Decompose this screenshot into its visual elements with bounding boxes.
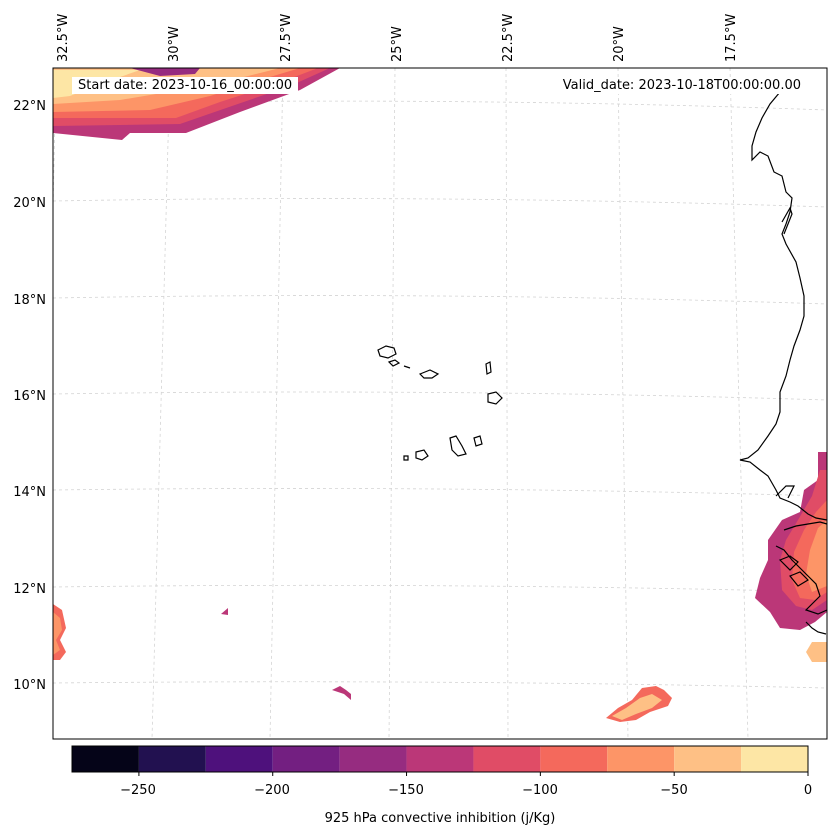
lon-label: 25°W — [390, 26, 405, 62]
longitude-labels: 32.5°W 30°W 27.5°W 25°W 22.5°W 20°W 17.5… — [56, 14, 739, 62]
lon-label: 32.5°W — [56, 14, 71, 62]
parallel-10n — [52, 681, 828, 689]
cape-verde-islands — [377, 345, 503, 461]
meridian-22-5w — [505, 67, 509, 740]
lat-label: 18°N — [13, 293, 46, 308]
parallel-14n — [52, 488, 828, 497]
lon-label: 20°W — [612, 26, 627, 62]
guinea-coast — [805, 621, 827, 635]
coast-detail-2 — [778, 555, 799, 571]
colorbar-label: 925 hPa convective inhibition (j/Kg) — [325, 811, 556, 826]
parallel-18n — [52, 295, 828, 305]
island-boa-vista — [487, 391, 503, 405]
lat-label: 22°N — [13, 99, 46, 114]
lon-label: 22.5°W — [501, 14, 516, 62]
island-sao-nicolau — [418, 369, 440, 379]
colorbar-ticks — [138, 772, 809, 776]
parallel-16n — [52, 391, 828, 401]
valid-date-label: Valid_date: 2023-10-18T00:00:00.00 — [556, 77, 807, 94]
parallel-12n — [52, 584, 828, 593]
coast-detail-1 — [775, 485, 795, 499]
island-sao-vicente — [387, 359, 401, 367]
coastlines — [739, 77, 828, 635]
colorbar-tick-labels: −250 −200 −150 −100 −50 0 — [120, 783, 812, 798]
colorbar-swatch — [540, 746, 608, 772]
colorbar-swatch — [607, 746, 675, 772]
colorbar-tick-label: −100 — [522, 783, 558, 798]
parallel-20n — [52, 198, 828, 208]
meridian-30w — [151, 67, 171, 740]
colorbar-swatch — [205, 746, 273, 772]
meridian-27-5w — [269, 67, 284, 740]
island-santiago — [449, 435, 467, 457]
meridian-17-5w — [729, 67, 749, 740]
start-date-label: Start date: 2023-10-16_00:00:00 — [72, 77, 299, 94]
colorbar: −250 −200 −150 −100 −50 0 925 hPa convec… — [71, 745, 812, 826]
meridian-20w — [617, 67, 629, 740]
lat-label: 10°N — [13, 678, 46, 693]
africa-coastline — [739, 77, 828, 521]
map-area — [52, 67, 828, 740]
coast-detail-3 — [789, 571, 809, 587]
map-border — [52, 67, 828, 740]
lon-label: 17.5°W — [724, 14, 739, 62]
colorbar-tick-label: −50 — [660, 783, 687, 798]
island-maio — [473, 435, 483, 447]
island-fogo — [415, 449, 429, 461]
colorbar-swatch — [406, 746, 474, 772]
island-brava — [403, 455, 409, 461]
colorbar-tick-label: −200 — [254, 783, 290, 798]
colorbar-swatch — [473, 746, 541, 772]
dakhla-peninsula — [781, 206, 793, 235]
colorbar-swatches — [72, 746, 808, 772]
lat-label: 14°N — [13, 485, 46, 500]
lon-label: 27.5°W — [279, 14, 294, 62]
colorbar-swatch — [674, 746, 742, 772]
meridian-25w — [388, 67, 396, 740]
colorbar-tick-label: −150 — [388, 783, 424, 798]
map-background — [53, 68, 827, 739]
colorbar-swatch — [339, 746, 407, 772]
island-santo-antao — [377, 345, 397, 359]
latitude-labels: 22°N 20°N 18°N 16°N 14°N 12°N 10°N — [13, 99, 46, 693]
island-santa-luzia — [403, 365, 411, 369]
colorbar-border — [71, 745, 809, 773]
colorbar-tick-label: 0 — [804, 783, 812, 798]
colorbar-swatch — [741, 746, 808, 772]
gambia-river — [783, 521, 828, 531]
island-sal — [485, 361, 492, 375]
colorbar-swatch — [138, 746, 206, 772]
lat-label: 16°N — [13, 389, 46, 404]
cin-field-right — [755, 452, 827, 662]
lat-label: 12°N — [13, 582, 46, 597]
colorbar-swatch — [72, 746, 139, 772]
lon-label: 30°W — [167, 26, 182, 62]
lat-label: 20°N — [13, 196, 46, 211]
colorbar-tick-label: −250 — [120, 783, 156, 798]
cin-field-patches — [53, 604, 672, 722]
colorbar-swatch — [272, 746, 340, 772]
